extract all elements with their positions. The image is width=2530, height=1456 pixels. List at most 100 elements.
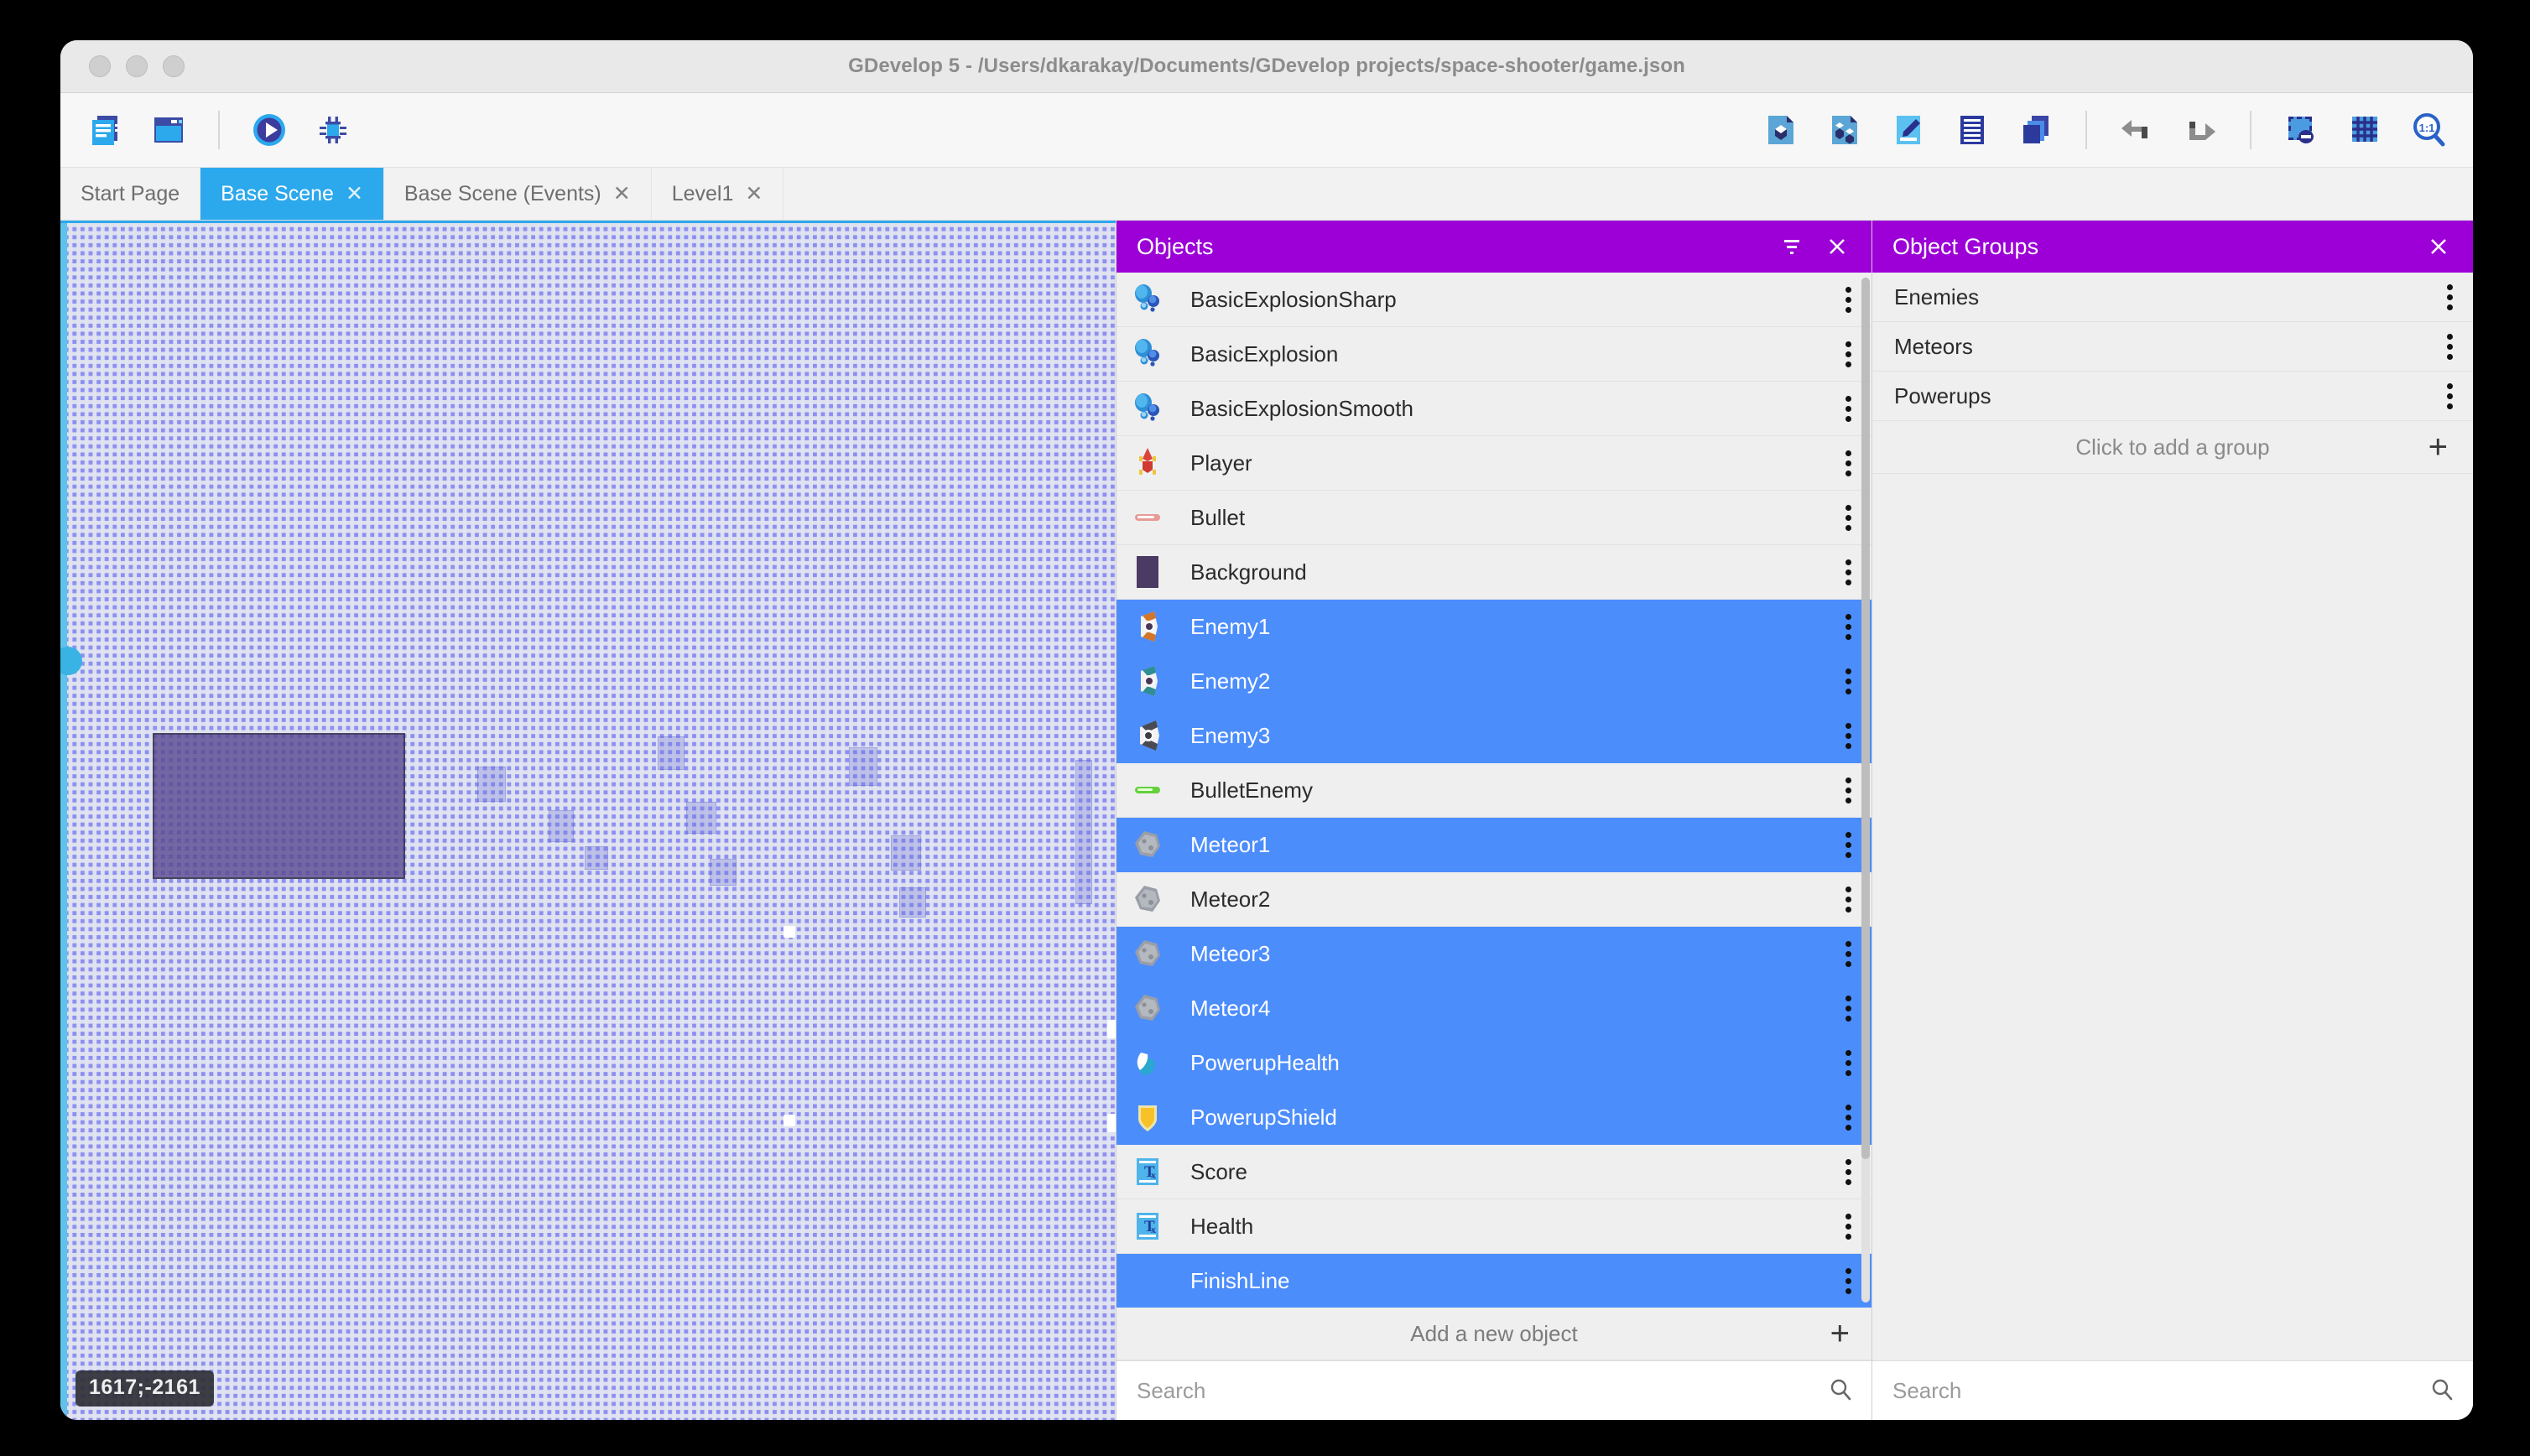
object-options-menu-icon[interactable]	[1825, 995, 1871, 1022]
layers-icon[interactable]	[2013, 107, 2059, 153]
redo-icon[interactable]	[2178, 107, 2223, 153]
groups-list[interactable]: Enemies Meteors Powerups Click to add a gr…	[1872, 273, 2473, 1360]
object-list-item[interactable]: Meteor1	[1117, 818, 1871, 872]
selection-handle[interactable]	[783, 1115, 795, 1126]
group-options-menu-icon[interactable]	[2426, 333, 2473, 360]
debug-icon[interactable]	[310, 107, 356, 153]
objects-search-input[interactable]	[1135, 1376, 1819, 1405]
group-list-item[interactable]: Powerups	[1872, 372, 2473, 421]
object-options-menu-icon[interactable]	[1825, 341, 1871, 367]
object-list-item[interactable]: BasicExplosionSharp	[1117, 273, 1871, 327]
edit-properties-icon[interactable]	[1886, 107, 1931, 153]
filter-icon[interactable]	[1778, 232, 1806, 261]
object-list-item[interactable]: FinishLine	[1117, 1254, 1871, 1308]
selection-handle[interactable]	[1107, 1114, 1116, 1132]
close-window-button[interactable]	[89, 55, 111, 77]
scene-instance[interactable]	[549, 810, 574, 842]
toggle-mask-icon[interactable]	[2278, 107, 2324, 153]
object-options-menu-icon[interactable]	[1825, 831, 1871, 858]
tab-level1[interactable]: Level1 ✕	[651, 168, 784, 220]
search-icon[interactable]	[1828, 1376, 1853, 1406]
group-options-menu-icon[interactable]	[2426, 283, 2473, 310]
selection-handle[interactable]	[783, 926, 795, 938]
object-list-item[interactable]: Enemy2	[1117, 654, 1871, 709]
toggle-grid-icon[interactable]	[2342, 107, 2387, 153]
object-options-menu-icon[interactable]	[1825, 1049, 1871, 1076]
search-icon[interactable]	[2429, 1376, 2455, 1406]
object-list-item[interactable]: PowerupShield	[1117, 1090, 1871, 1145]
group-list-item[interactable]: Meteors	[1872, 322, 2473, 372]
object-name-label: Score	[1190, 1158, 1247, 1184]
groups-search-input[interactable]	[1891, 1376, 2421, 1405]
tab-close-icon[interactable]: ✕	[612, 181, 631, 205]
scene-instance[interactable]	[891, 835, 921, 871]
preview-play-icon[interactable]	[247, 107, 292, 153]
canvas-resize-handle[interactable]	[60, 647, 82, 675]
object-options-menu-icon[interactable]	[1825, 777, 1871, 803]
scene-canvas[interactable]: 1617;-2161	[60, 221, 1116, 1420]
object-options-menu-icon[interactable]	[1825, 1104, 1871, 1131]
scene-instance[interactable]	[686, 802, 716, 834]
add-object-icon[interactable]	[1758, 107, 1804, 153]
instances-list-icon[interactable]	[1950, 107, 1995, 153]
tab-base-scene[interactable]: Base Scene ✕	[200, 168, 384, 220]
tab-base-scene-events[interactable]: Base Scene (Events) ✕	[383, 168, 652, 220]
maximize-window-button[interactable]	[163, 55, 185, 77]
object-list-item[interactable]: Enemy1	[1117, 600, 1871, 654]
zoom-reset-icon[interactable]: 1:1	[2406, 107, 2451, 153]
scene-instance[interactable]	[899, 887, 926, 918]
object-options-menu-icon[interactable]	[1825, 1158, 1871, 1185]
object-options-menu-icon[interactable]	[1825, 504, 1871, 531]
object-list-item[interactable]: Meteor3	[1117, 927, 1871, 981]
selection-handle[interactable]	[1107, 1020, 1116, 1038]
groups-search-bar[interactable]	[1872, 1360, 2473, 1420]
object-list-item[interactable]: Enemy3	[1117, 709, 1871, 763]
tab-close-icon[interactable]: ✕	[345, 181, 363, 205]
objects-list[interactable]: BasicExplosionSharp BasicExplosion BasicEx…	[1117, 273, 1871, 1308]
add-new-object-button[interactable]: Add a new object +	[1117, 1308, 1871, 1360]
object-list-item[interactable]: Meteor4	[1117, 981, 1871, 1036]
object-options-menu-icon[interactable]	[1825, 559, 1871, 585]
object-groups-icon[interactable]	[1822, 107, 1867, 153]
close-icon[interactable]	[2424, 232, 2453, 261]
scene-instance[interactable]	[658, 736, 685, 770]
object-options-menu-icon[interactable]	[1825, 886, 1871, 913]
scene-instance[interactable]	[710, 859, 737, 886]
scene-instance[interactable]	[477, 767, 506, 802]
object-list-item[interactable]: PowerupHealth	[1117, 1036, 1871, 1090]
add-group-button[interactable]: Click to add a group +	[1872, 421, 2473, 474]
object-list-item[interactable]: BasicExplosion	[1117, 327, 1871, 382]
undo-icon[interactable]	[2114, 107, 2159, 153]
object-list-item[interactable]: Bullet	[1117, 491, 1871, 545]
object-options-menu-icon[interactable]	[1825, 613, 1871, 640]
minimize-window-button[interactable]	[126, 55, 148, 77]
scene-instance-background[interactable]	[153, 733, 405, 879]
scene-editor-icon[interactable]	[146, 107, 191, 153]
object-options-menu-icon[interactable]	[1825, 1213, 1871, 1240]
group-options-menu-icon[interactable]	[2426, 382, 2473, 409]
objects-scrollbar[interactable]	[1861, 278, 1870, 1303]
scene-instance[interactable]	[849, 747, 877, 786]
object-options-menu-icon[interactable]	[1825, 668, 1871, 694]
tab-close-icon[interactable]: ✕	[745, 181, 763, 205]
object-options-menu-icon[interactable]	[1825, 286, 1871, 313]
object-list-item[interactable]: Meteor2	[1117, 872, 1871, 927]
object-options-menu-icon[interactable]	[1825, 722, 1871, 749]
objects-search-bar[interactable]	[1117, 1360, 1871, 1420]
project-manager-icon[interactable]	[82, 107, 128, 153]
object-options-menu-icon[interactable]	[1825, 395, 1871, 422]
close-icon[interactable]	[1823, 232, 1851, 261]
object-options-menu-icon[interactable]	[1825, 940, 1871, 967]
object-list-item[interactable]: Background	[1117, 545, 1871, 600]
object-list-item[interactable]: BulletEnemy	[1117, 763, 1871, 818]
object-list-item[interactable]: BasicExplosionSmooth	[1117, 382, 1871, 436]
tab-start-page[interactable]: Start Page	[60, 168, 201, 220]
group-list-item[interactable]: Enemies	[1872, 273, 2473, 322]
scene-instance[interactable]	[585, 846, 608, 870]
object-options-menu-icon[interactable]	[1825, 1267, 1871, 1294]
object-options-menu-icon[interactable]	[1825, 450, 1871, 476]
scene-instance[interactable]	[1075, 760, 1092, 904]
object-list-item[interactable]: Player	[1117, 436, 1871, 491]
